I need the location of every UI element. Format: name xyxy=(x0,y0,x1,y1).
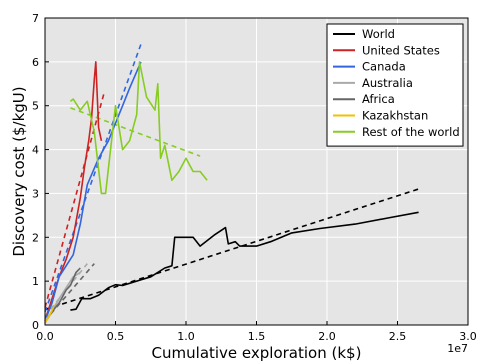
y-tick-label: 1 xyxy=(32,275,39,288)
series-line-world xyxy=(70,211,419,311)
legend-label-australia: Australia xyxy=(362,76,413,90)
series-lines xyxy=(44,61,419,324)
x-tick-label: 3.0 xyxy=(459,330,477,343)
legend-label-kazakhstan: Kazakhstan xyxy=(362,109,428,123)
y-tick-label: 4 xyxy=(32,144,39,157)
fit-line-united-states xyxy=(44,92,105,308)
series-line-canada xyxy=(44,61,142,321)
legend-box xyxy=(326,23,464,147)
x-tick-label: 1.5 xyxy=(248,330,266,343)
x-tick-label: 0.5 xyxy=(107,330,125,343)
y-tick-label: 3 xyxy=(32,187,39,200)
legend-label-rest-of-the-world: Rest of the world xyxy=(362,125,460,139)
legend-label-africa: Africa xyxy=(362,92,395,106)
fit-line-canada xyxy=(44,44,142,313)
y-tick-label: 2 xyxy=(32,231,39,244)
x-tick-label: 0.0 xyxy=(36,330,54,343)
x-tick-label: 2.0 xyxy=(318,330,336,343)
y-tick-label: 5 xyxy=(32,100,39,113)
x-axis-label: Cumulative exploration (k$) xyxy=(152,344,362,362)
y-axis: 0 1 2 3 4 5 6 7 xyxy=(32,12,49,332)
legend: World United States Canada Australia Africa K… xyxy=(326,23,464,147)
series-line-rest-of-the-world xyxy=(69,61,208,195)
y-tick-label: 0 xyxy=(32,319,39,332)
series-line-kazakhstan xyxy=(44,307,55,324)
x-tick-label: 1.0 xyxy=(177,330,195,343)
x-tick-label: 2.5 xyxy=(389,330,407,343)
y-axis-label: Discovery cost ($/kgU) xyxy=(10,86,28,256)
y-tick-label: 7 xyxy=(32,12,39,25)
x-axis: 0.0 0.5 1.0 1.5 2.0 2.5 3.0 xyxy=(36,321,477,343)
x-axis-offset-label: 1e7 xyxy=(447,342,468,355)
legend-label-canada: Canada xyxy=(362,60,406,74)
legend-label-world: World xyxy=(362,27,395,41)
legend-label-united-states: United States xyxy=(362,43,440,57)
y-tick-label: 6 xyxy=(32,56,39,69)
